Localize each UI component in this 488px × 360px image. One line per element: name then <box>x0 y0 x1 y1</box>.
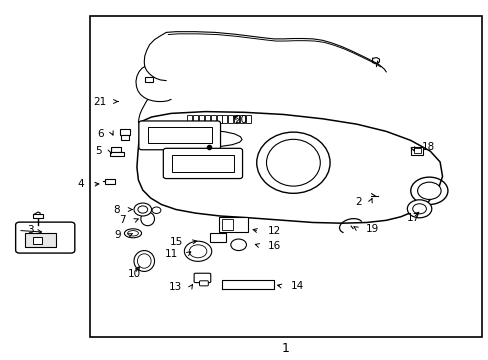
Text: 19: 19 <box>365 224 378 234</box>
Bar <box>210 233 225 242</box>
FancyBboxPatch shape <box>194 273 210 283</box>
Bar <box>413 148 420 153</box>
Text: 11: 11 <box>165 249 178 259</box>
Bar <box>104 179 115 184</box>
Bar <box>234 115 239 123</box>
Bar <box>187 115 192 123</box>
Circle shape <box>184 241 211 261</box>
FancyBboxPatch shape <box>199 281 208 286</box>
Ellipse shape <box>137 254 151 268</box>
Bar <box>204 115 209 123</box>
Text: 12: 12 <box>267 226 281 236</box>
Circle shape <box>407 200 431 218</box>
Text: 5: 5 <box>95 146 102 156</box>
Text: 8: 8 <box>113 204 120 215</box>
FancyBboxPatch shape <box>16 222 75 253</box>
Text: 21: 21 <box>93 96 106 107</box>
Bar <box>121 135 129 140</box>
Ellipse shape <box>124 229 142 238</box>
Bar <box>210 115 215 123</box>
Text: 4: 4 <box>77 179 84 189</box>
Bar <box>199 115 203 123</box>
Text: 1: 1 <box>282 342 289 355</box>
Bar <box>25 233 56 247</box>
Text: 13: 13 <box>168 282 182 292</box>
Bar <box>147 127 211 143</box>
Bar <box>245 115 250 123</box>
Text: 9: 9 <box>114 230 121 240</box>
Bar <box>172 155 233 172</box>
Circle shape <box>152 207 161 213</box>
Circle shape <box>417 182 440 199</box>
FancyBboxPatch shape <box>163 148 242 179</box>
Ellipse shape <box>141 212 154 226</box>
Text: 16: 16 <box>267 240 281 251</box>
Bar <box>111 147 121 152</box>
Bar <box>33 214 43 218</box>
Bar <box>144 77 152 82</box>
FancyBboxPatch shape <box>139 121 220 150</box>
Circle shape <box>412 204 426 214</box>
Bar <box>222 115 227 123</box>
Circle shape <box>189 245 206 258</box>
Bar <box>120 129 129 135</box>
Circle shape <box>138 206 147 213</box>
Bar <box>33 237 42 244</box>
Bar <box>193 115 198 123</box>
Bar <box>228 115 233 123</box>
Text: 2: 2 <box>354 197 361 207</box>
Ellipse shape <box>127 231 138 236</box>
Text: 7: 7 <box>119 215 126 225</box>
Bar <box>410 147 423 155</box>
Text: 6: 6 <box>97 129 103 139</box>
Circle shape <box>230 239 246 251</box>
Text: 20: 20 <box>234 114 246 125</box>
Text: 15: 15 <box>170 237 183 247</box>
Text: 14: 14 <box>290 281 304 291</box>
Text: 3: 3 <box>27 225 34 235</box>
Text: 18: 18 <box>421 142 434 152</box>
Bar <box>110 152 123 156</box>
Bar <box>216 115 221 123</box>
Bar <box>90 16 481 337</box>
Bar <box>219 217 248 232</box>
Text: 17: 17 <box>406 213 419 223</box>
Ellipse shape <box>134 251 154 271</box>
Bar <box>240 115 244 123</box>
Circle shape <box>134 203 151 216</box>
Bar <box>222 219 232 230</box>
Ellipse shape <box>266 139 320 186</box>
Text: 10: 10 <box>128 269 141 279</box>
